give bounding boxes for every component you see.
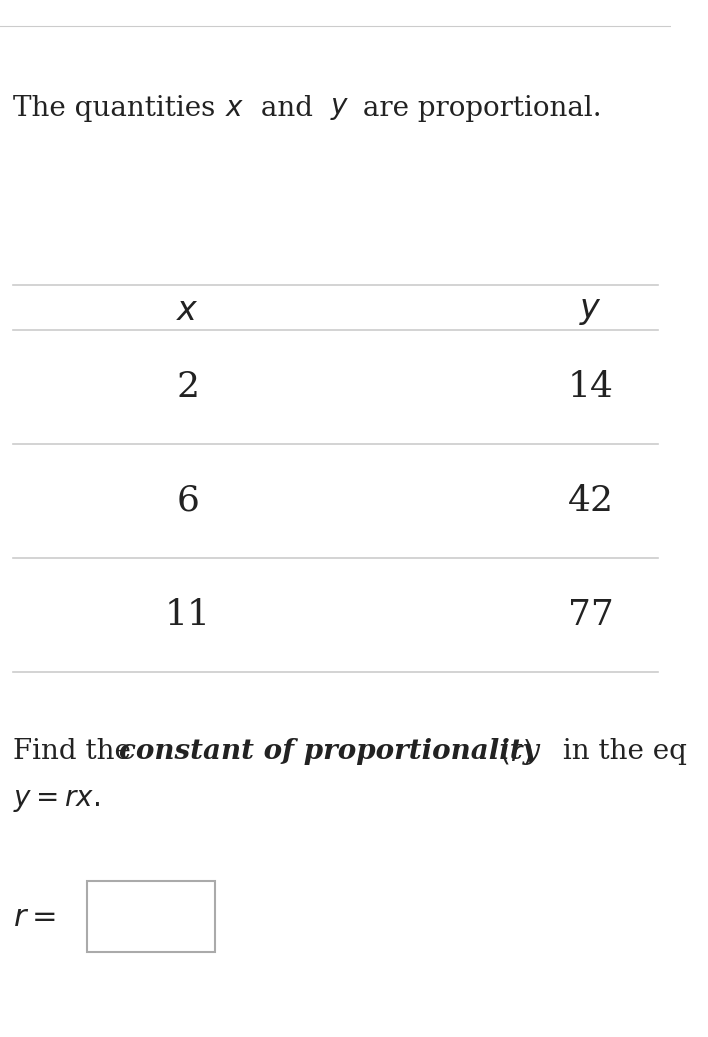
Text: are proportional.: are proportional. xyxy=(354,95,602,122)
Text: $y$: $y$ xyxy=(330,95,350,122)
Text: 11: 11 xyxy=(165,598,211,632)
Text: Find the: Find the xyxy=(13,738,140,765)
Text: The quantities: The quantities xyxy=(13,95,224,122)
Text: 2: 2 xyxy=(176,370,200,403)
Text: constant of proportionality: constant of proportionality xyxy=(120,738,539,765)
Text: 77: 77 xyxy=(568,598,613,632)
Text: $x$: $x$ xyxy=(225,95,245,122)
Text: in the eq: in the eq xyxy=(554,738,687,765)
Text: $(r)$: $(r)$ xyxy=(491,737,532,766)
Text: $y = rx.$: $y = rx.$ xyxy=(13,787,101,814)
Text: and: and xyxy=(251,95,321,122)
Text: $y$: $y$ xyxy=(579,296,602,327)
Text: 42: 42 xyxy=(568,484,614,517)
Text: $r =$: $r =$ xyxy=(13,902,56,933)
Text: 6: 6 xyxy=(176,484,200,517)
Text: 14: 14 xyxy=(568,370,614,403)
Text: $x$: $x$ xyxy=(176,296,200,327)
FancyBboxPatch shape xyxy=(87,881,215,952)
